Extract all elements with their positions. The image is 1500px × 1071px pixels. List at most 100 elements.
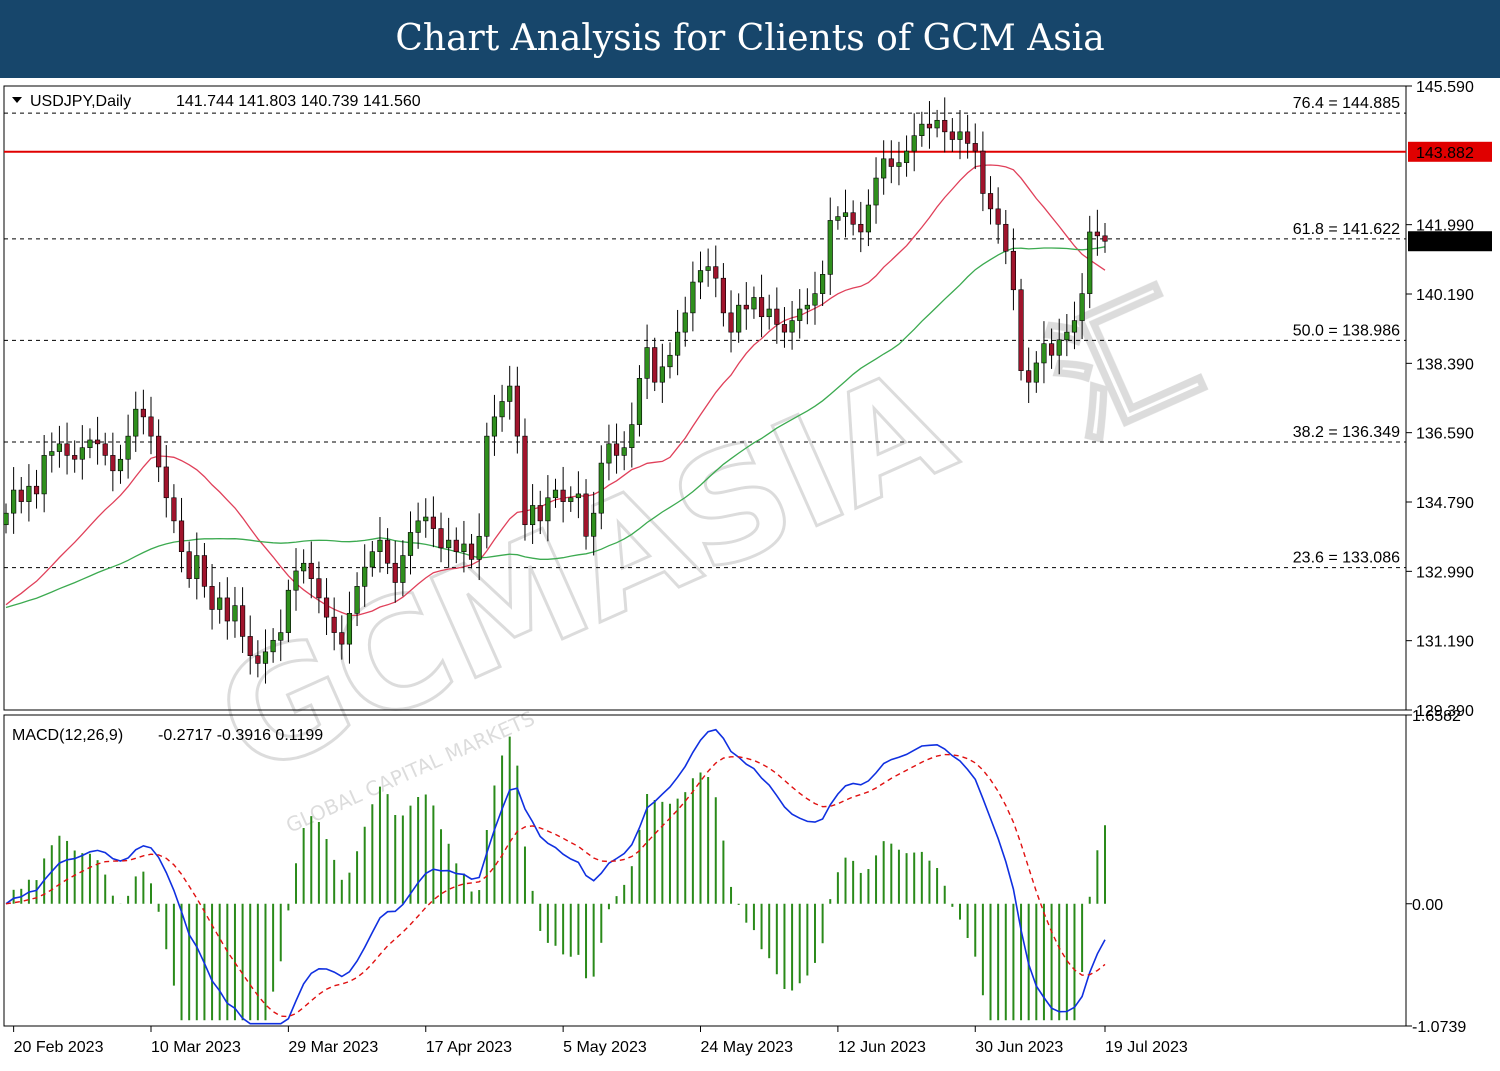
menu-triangle-icon[interactable] — [12, 97, 22, 103]
candle-bear — [522, 435, 528, 526]
candle-bull — [881, 158, 887, 179]
candle-bull — [659, 366, 665, 383]
candle-bear — [980, 150, 986, 194]
candle-bull — [903, 150, 910, 163]
candle-bull — [644, 347, 650, 379]
candle-bull — [484, 435, 490, 537]
price-chart-title: USDJPY,Daily — [30, 93, 131, 110]
candle-bull — [87, 439, 93, 448]
candle-bull — [621, 447, 627, 456]
candle-bull — [598, 462, 604, 514]
candle-bull — [1071, 320, 1078, 333]
candle-bear — [926, 123, 933, 129]
macd-indicator — [5, 728, 1106, 1025]
price-panel-frame — [3, 85, 1407, 711]
candle-bull — [766, 308, 772, 318]
candle-bull — [262, 651, 269, 664]
candle-bear — [613, 443, 620, 456]
signal-line — [5, 753, 1106, 1018]
candle-bear — [140, 408, 146, 418]
candle-bull — [675, 331, 681, 356]
candle-bear — [972, 143, 978, 152]
price-axis-label: 138.390 — [1416, 356, 1474, 373]
candle-bull — [461, 543, 467, 552]
time-axis-label: 24 May 2023 — [701, 1039, 794, 1056]
macd-title: MACD(12,26,9) — [12, 727, 123, 744]
candle-bear — [965, 131, 971, 144]
candle-bear — [1102, 235, 1108, 242]
candle-bear — [224, 597, 230, 622]
candle-bear — [156, 435, 162, 468]
candle-bull — [377, 539, 383, 552]
candle-bear — [560, 489, 566, 502]
candle-bull — [1033, 362, 1039, 383]
candle-bear — [171, 497, 177, 522]
time-axis-label: 29 Mar 2023 — [288, 1039, 378, 1056]
candle-bear — [33, 485, 40, 495]
candle-bear — [995, 208, 1001, 225]
candle-bull — [842, 212, 849, 217]
candle-bear — [858, 223, 864, 233]
candle-bull — [56, 443, 63, 452]
candle-bull — [705, 266, 711, 271]
candle-bull — [1064, 331, 1070, 341]
candle-bear — [186, 551, 192, 579]
candle-bull — [117, 458, 124, 472]
candle-bull — [446, 539, 452, 549]
price-axis-label: 136.590 — [1416, 426, 1474, 443]
candle-bull — [3, 512, 9, 526]
candle-bull — [530, 505, 536, 526]
candle-bull — [812, 293, 818, 306]
candle-bear — [1010, 250, 1017, 291]
candle-bear — [385, 539, 391, 564]
time-axis-label: 19 Jul 2023 — [1105, 1039, 1188, 1056]
candle-bull — [301, 562, 307, 572]
candle-bear — [247, 636, 253, 656]
fib-label: 50.0 = 138.986 — [1293, 322, 1400, 339]
current-price-tag — [1408, 231, 1492, 252]
candle-bull — [568, 497, 574, 502]
candle-bear — [850, 212, 856, 225]
fib-label: 61.8 = 141.622 — [1293, 221, 1400, 238]
candle-bear — [743, 304, 749, 310]
candle-bull — [278, 632, 284, 641]
candle-bull — [491, 416, 498, 437]
candle-bull — [232, 605, 238, 622]
time-axis-label: 5 May 2023 — [563, 1039, 647, 1056]
candle-bear — [720, 277, 726, 314]
candle-bull — [1041, 343, 1047, 364]
candle-bear — [163, 466, 169, 499]
candle-bull — [911, 135, 917, 152]
candle-bull — [751, 297, 757, 310]
candle-bull — [873, 177, 879, 206]
time-axis-label: 10 Mar 2023 — [151, 1039, 241, 1056]
price-axis-label: 141.990 — [1416, 218, 1474, 235]
candle-bull — [26, 485, 32, 502]
candle-bull — [896, 162, 902, 167]
candle-bull — [1087, 231, 1093, 294]
candle-bear — [240, 605, 246, 637]
candle-bear — [781, 324, 788, 333]
candle-bull — [49, 451, 55, 456]
candle-bear — [148, 416, 154, 437]
candle-bull — [957, 131, 963, 140]
candle-bear — [1048, 343, 1055, 356]
candle-bear — [942, 119, 948, 133]
macd-panel-frame — [3, 714, 1407, 1027]
candle-bull — [507, 385, 513, 402]
time-axis-label: 20 Feb 2023 — [14, 1039, 104, 1056]
candle-bull — [827, 220, 833, 275]
price-axis-label: 140.190 — [1416, 287, 1474, 304]
candle-bear — [178, 520, 185, 552]
macd-line — [5, 728, 1106, 1025]
candle-bull — [1056, 339, 1062, 356]
candle-bear — [652, 347, 658, 383]
fib-label: 76.4 = 144.885 — [1293, 95, 1400, 112]
candle-bull — [194, 555, 200, 579]
candle-bear — [316, 578, 322, 599]
candle-bull — [41, 455, 47, 495]
candle-bull — [369, 551, 375, 568]
candle-bear — [758, 297, 765, 318]
candle-bull — [1079, 293, 1085, 321]
candle-bull — [407, 532, 414, 556]
